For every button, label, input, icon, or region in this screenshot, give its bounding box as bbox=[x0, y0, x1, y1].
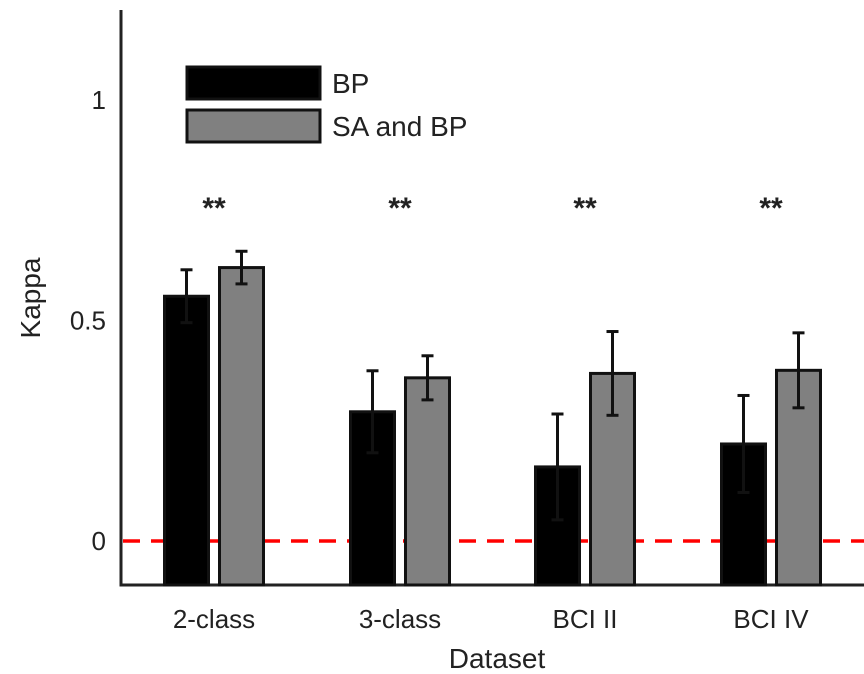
legend-label: SA and BP bbox=[332, 111, 467, 142]
significance-mark: ** bbox=[759, 192, 783, 225]
significance-mark: ** bbox=[573, 192, 597, 225]
x-tick-label: 2-class bbox=[173, 604, 255, 634]
legend-entry: SA and BP bbox=[187, 110, 467, 142]
bar-sa-and-bp-3-class bbox=[406, 378, 450, 585]
bar-bp-2-class bbox=[165, 296, 209, 585]
x-tick-label: BCI II bbox=[552, 604, 617, 634]
bar-sa-and-bp-2-class bbox=[220, 268, 264, 585]
significance-marks-group: ** ** ** ** bbox=[202, 192, 783, 225]
legend-entry: BP bbox=[187, 67, 369, 99]
significance-mark: ** bbox=[202, 192, 226, 225]
y-tick-label: 1 bbox=[92, 85, 106, 115]
x-tick-label: BCI IV bbox=[733, 604, 809, 634]
legend-swatch bbox=[187, 110, 320, 142]
legend: BP SA and BP bbox=[187, 67, 467, 142]
y-axis-ticks: 00.51 bbox=[70, 85, 106, 556]
legend-label: BP bbox=[332, 68, 369, 99]
y-tick-label: 0.5 bbox=[70, 306, 106, 336]
legend-swatch bbox=[187, 67, 320, 99]
x-tick-label: 3-class bbox=[359, 604, 441, 634]
error-bars-group bbox=[181, 251, 805, 520]
y-tick-label: 0 bbox=[92, 526, 106, 556]
bars-group bbox=[165, 268, 821, 585]
x-axis-label: Dataset bbox=[449, 643, 546, 674]
x-axis-ticks: 2-class 3-class BCI II BCI IV bbox=[173, 604, 809, 634]
significance-mark: ** bbox=[388, 192, 412, 225]
y-axis-label: Kappa bbox=[15, 257, 46, 338]
